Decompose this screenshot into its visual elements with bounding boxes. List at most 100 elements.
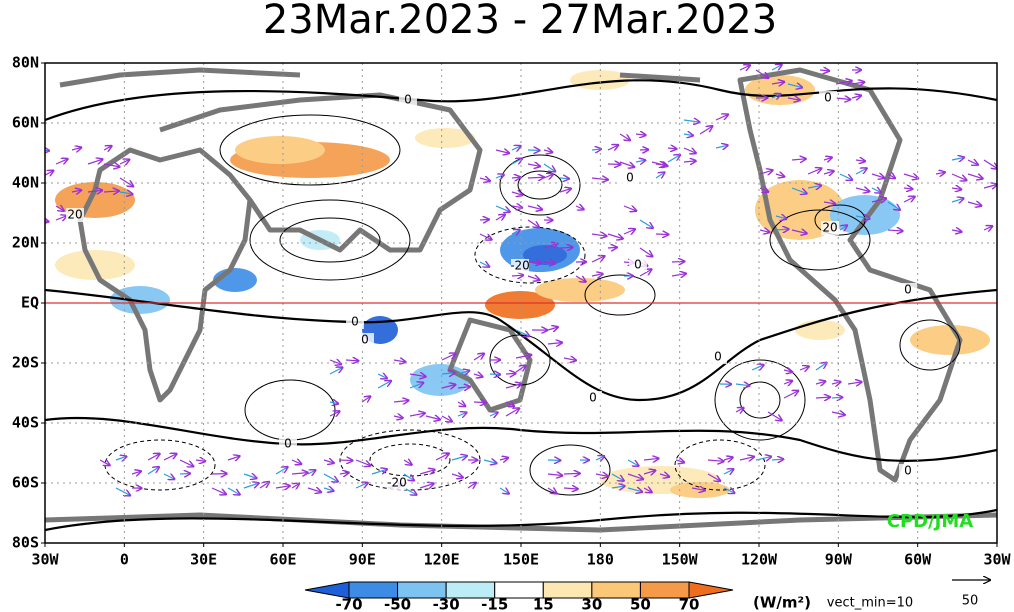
wind-vector: [595, 474, 608, 476]
wind-vector: [839, 173, 852, 180]
wind-vector: [723, 469, 733, 474]
wind-vector: [667, 155, 680, 163]
wind-vector: [723, 488, 734, 493]
wind-vector: [655, 173, 664, 178]
lon-label: 30E: [190, 551, 217, 569]
wind-vector: [511, 146, 520, 150]
wind-vector: [55, 206, 64, 211]
wind-vector: [903, 188, 912, 189]
wind-vector: [783, 381, 792, 384]
wind-vector: [951, 198, 963, 202]
wind-vector: [619, 161, 634, 167]
wind-vector: [683, 148, 696, 153]
wind-vector: [611, 486, 624, 488]
colorbar: -70 -50 -30 -15 15 30 50 70: [304, 581, 734, 612]
contour-label: 0: [714, 350, 722, 364]
wind-vector: [505, 384, 521, 388]
wind-vector: [855, 188, 869, 191]
wind-vector: [457, 413, 466, 416]
wind-vector: [887, 174, 895, 178]
wind-vector: [791, 187, 806, 193]
wind-vector: [851, 82, 864, 84]
wind-vector: [791, 159, 806, 160]
wind-vector: [495, 215, 505, 220]
lat-label: 20S: [12, 354, 39, 372]
wind-vector: [967, 174, 983, 179]
wind-vector: [227, 456, 239, 460]
colorbar-label: -50: [384, 596, 411, 612]
wind-vector: [823, 158, 832, 160]
wind-vector: [787, 98, 800, 100]
wind-vector: [735, 384, 749, 386]
wind-vector: [543, 150, 552, 152]
wind-vector: [591, 149, 601, 150]
wind-vector: [751, 365, 764, 370]
wind-vector: [425, 416, 440, 420]
wind-vector: [393, 416, 403, 418]
wind-vector: [527, 177, 544, 178]
wind-vector: [771, 65, 781, 70]
wind-vector: [371, 469, 387, 475]
wind-vector: [759, 188, 768, 192]
wind-vector: [815, 363, 826, 371]
wind-vector: [499, 488, 509, 494]
lat-label: 60N: [12, 114, 39, 132]
wind-vector: [823, 171, 833, 174]
contour-label: 0: [824, 91, 832, 105]
wind-vector: [699, 126, 712, 135]
wind-vector: [855, 160, 865, 161]
wind-vector: [419, 484, 433, 488]
wind-vector: [499, 458, 508, 460]
wind-vector: [163, 474, 174, 479]
wind-vector: [871, 199, 886, 202]
contour-label-bg: [629, 258, 647, 272]
contour-label-bg: [511, 259, 529, 273]
colorbar-label: -15: [481, 596, 508, 612]
wind-vector: [511, 206, 522, 208]
wind-vector: [683, 120, 699, 122]
wind-vector: [951, 173, 966, 180]
wind-vector: [211, 487, 226, 494]
wind-vector: [707, 473, 720, 481]
wind-vector: [515, 366, 525, 373]
colorbar-label: 30: [581, 596, 602, 612]
wind-vector: [723, 457, 733, 460]
wind-vector: [683, 134, 693, 136]
wind-vector: [667, 148, 676, 149]
wind-vector: [339, 460, 352, 461]
wind-vector: [307, 488, 321, 492]
wind-vector: [355, 459, 370, 466]
wind-vector: [951, 230, 961, 232]
wind-vector: [163, 454, 176, 461]
wind-vector: [983, 185, 997, 188]
wind-vector: [339, 473, 349, 474]
wind-vector: [505, 402, 514, 406]
contour-label-bg: [584, 391, 602, 405]
wind-vector: [643, 458, 658, 460]
wind-vector: [815, 397, 830, 398]
wind-vector: [511, 230, 519, 234]
wind-vector: [607, 247, 617, 248]
wind-vector: [759, 230, 769, 232]
wind-vector: [115, 487, 130, 495]
wind-vector: [329, 402, 338, 404]
wind-vector: [511, 275, 523, 276]
wind-vector: [787, 84, 802, 87]
wind-vector: [505, 408, 519, 417]
wind-vector: [479, 219, 489, 220]
lat-label: 60S: [12, 474, 39, 492]
wind-vector: [543, 244, 557, 248]
wind-vector: [851, 96, 861, 98]
wind-vector: [511, 159, 522, 164]
wind-vector: [715, 115, 728, 121]
wind-vector: [831, 382, 840, 384]
wind-vector: [511, 177, 520, 178]
lon-label: 150E: [503, 551, 539, 569]
wind-vector: [635, 160, 645, 162]
wind-vector: [643, 488, 652, 492]
wind-vector: [71, 190, 81, 192]
wind-vector: [575, 206, 584, 209]
wind-vector: [87, 159, 102, 164]
wind-vector: [623, 206, 636, 211]
